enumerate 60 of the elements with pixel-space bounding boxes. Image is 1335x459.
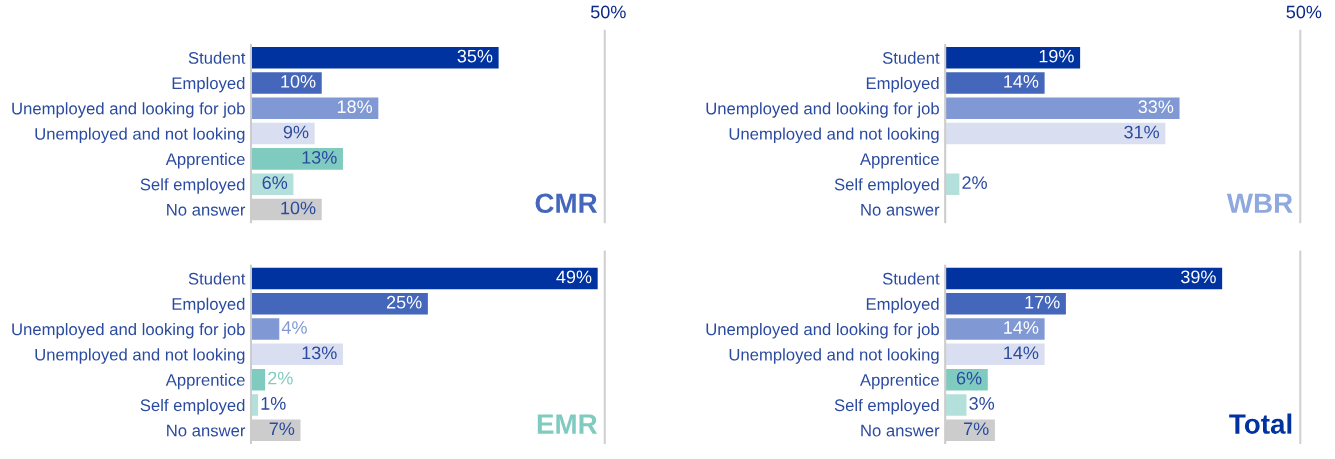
y-tick-label: Unemployed and looking for job [706, 323, 939, 339]
y-tick-label: Unemployed and not looking [729, 348, 939, 364]
y-tick-label: Unemployed and looking for job [706, 102, 939, 118]
y-tick-label: No answer [167, 204, 246, 216]
y-tick-label: Self employed [140, 398, 245, 415]
data-label: 3% [969, 397, 995, 410]
y-tick-label: Apprentice [165, 373, 245, 390]
annotation: EMR [537, 414, 598, 434]
data-label: 7% [269, 422, 295, 436]
data-label: 10% [281, 201, 316, 215]
y-tick-label: Student [188, 51, 246, 64]
data-label: 35% [457, 49, 493, 63]
data-label: 31% [1124, 125, 1160, 139]
data-label: 25% [386, 295, 422, 309]
data-label: 14% [1004, 321, 1039, 334]
data-label: 14% [1004, 346, 1039, 360]
text: CMR [535, 193, 598, 214]
ref-line-label: 50% [590, 5, 626, 19]
data-label: 10% [281, 75, 316, 88]
data-label: 33% [1138, 100, 1174, 114]
data-label: 14% [1004, 75, 1039, 88]
y-tick-label: Student [882, 51, 940, 64]
y-tick-label: Employed [172, 76, 245, 93]
data-label: 19% [1039, 49, 1074, 63]
y-tick-label: No answer [861, 204, 940, 216]
y-tick-label: Employed [172, 297, 245, 314]
data-label: 18% [337, 100, 373, 114]
data-label: 2% [962, 176, 987, 189]
y-tick-label: No answer [861, 424, 940, 437]
data-label: 7% [964, 422, 989, 436]
data-label: 9% [283, 125, 309, 139]
y-tick-label: Student [188, 272, 246, 285]
y-tick-label: Unemployed and not looking [35, 127, 245, 144]
y-tick-label: Unemployed and looking for job [12, 102, 245, 118]
data-label: 2% [268, 371, 293, 385]
y-tick-label: Unemployed and not looking [729, 127, 939, 144]
ref-line-label: 50% [1286, 5, 1322, 19]
data-label: 13% [302, 150, 337, 164]
y-tick-label: Employed [866, 297, 939, 314]
data-label: 4% [281, 321, 307, 334]
y-tick-label: Apprentice [859, 373, 939, 390]
y-tick-label: Student [882, 272, 940, 285]
y-tick-label: Self employed [140, 178, 245, 194]
text: Total [1229, 413, 1292, 434]
text: WBR [1226, 193, 1293, 213]
y-tick-label: Self employed [834, 398, 939, 415]
data-label: 6% [956, 371, 982, 385]
y-tick-label: Apprentice [859, 152, 939, 169]
data-label: 1% [261, 397, 286, 410]
data-label: 17% [1025, 295, 1060, 309]
y-tick-label: Self employed [834, 178, 939, 194]
y-tick-label: Unemployed and not looking [35, 348, 245, 364]
y-tick-label: No answer [167, 424, 246, 437]
y-tick-label: Apprentice [165, 152, 245, 169]
y-tick-label: Unemployed and looking for job [12, 323, 245, 339]
data-label: 6% [262, 176, 288, 190]
data-label: 49% [556, 270, 592, 284]
y-tick-label: Employed [866, 76, 939, 93]
data-label: 39% [1181, 270, 1216, 284]
data-label: 13% [302, 346, 337, 360]
